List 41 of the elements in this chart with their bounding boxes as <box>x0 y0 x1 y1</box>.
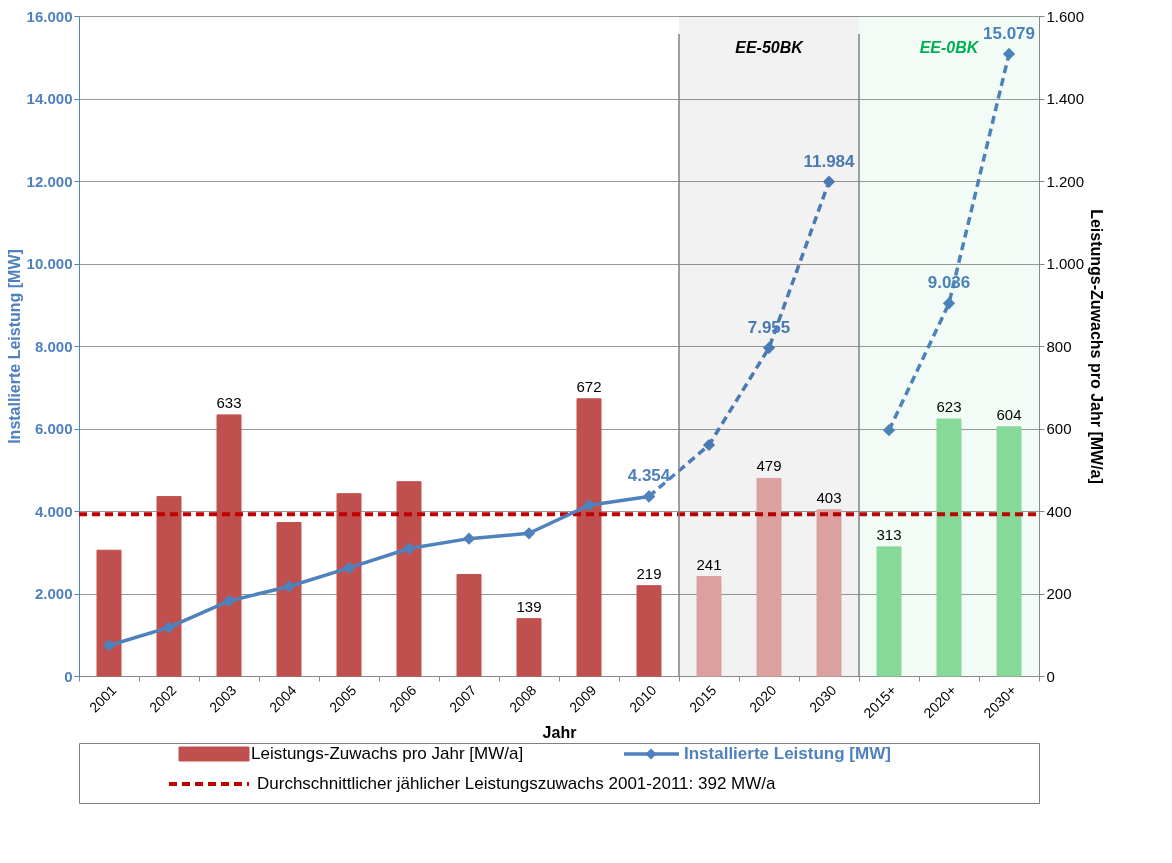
y2-tick-label: 200 <box>1046 585 1072 602</box>
y-tick-label: 14.000 <box>26 90 73 107</box>
y2-tick-label: 1.000 <box>1046 255 1085 272</box>
y2-tick-label: 600 <box>1046 420 1072 437</box>
band-label: EE-0BK <box>919 39 980 56</box>
data-label: 313 <box>876 525 902 543</box>
data-label: 4.354 <box>627 466 671 486</box>
y-tick-label: 2.000 <box>34 585 73 602</box>
data-label: 139 <box>516 597 542 615</box>
data-label: 11.984 <box>803 151 856 171</box>
y-axis-title: Installierte Leistung [MW] <box>5 249 23 444</box>
legend-label: Installierte Leistung [MW] <box>684 744 891 763</box>
y-tick-label: 4.000 <box>34 502 73 520</box>
data-label: 604 <box>996 405 1022 423</box>
y-tick-label: 8.000 <box>34 337 73 355</box>
band-label: EE-50BK <box>735 39 805 56</box>
y2-tick-label: 800 <box>1046 337 1072 355</box>
data-label: 623 <box>936 398 962 416</box>
data-label: 241 <box>696 555 722 573</box>
x-axis-title: Jahr <box>542 724 577 742</box>
data-label: 7.955 <box>747 317 791 337</box>
y-tick-label: 12.000 <box>26 172 73 190</box>
data-label: 9.036 <box>927 273 971 293</box>
data-label: 403 <box>816 488 842 506</box>
data-label: 633 <box>216 393 242 411</box>
data-label: 15.079 <box>983 23 1035 43</box>
y2-tick-label: 0 <box>1046 667 1055 685</box>
y2-tick-label: 1.200 <box>1046 172 1085 190</box>
y-tick-label: 0 <box>64 667 73 685</box>
y2-tick-label: 400 <box>1046 502 1072 520</box>
data-label: 479 <box>756 457 782 475</box>
y2-axis-title: Leistungs-Zuwachs pro Jahr [MW/a] <box>1088 209 1106 484</box>
data-label: 219 <box>636 564 662 582</box>
y-tick-label: 10.000 <box>26 255 73 272</box>
y-tick-label: 6.000 <box>34 420 73 437</box>
legend-label: Leistungs-Zuwachs pro Jahr [MW/a] <box>251 744 524 763</box>
y2-tick-label: 1.400 <box>1046 90 1085 107</box>
y-tick-label: 16.000 <box>26 7 73 25</box>
data-label: 672 <box>576 377 602 395</box>
legend-label: Durchschnittlicher jählicher Leistungszuwachs 2001-2011: 392 MW/a <box>257 774 776 793</box>
y2-tick-label: 1.600 <box>1046 7 1085 25</box>
